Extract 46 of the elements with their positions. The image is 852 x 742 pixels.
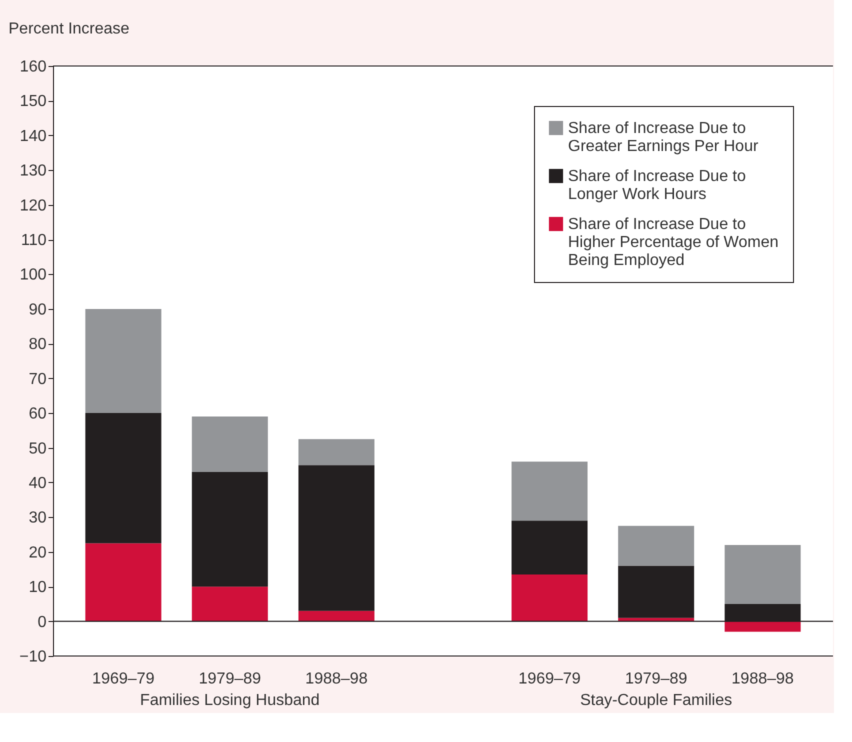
y-tick-label: 90: [28, 301, 47, 318]
text: Stay-Couple Families: [580, 692, 732, 709]
bar: [85, 308, 162, 414]
y-tick-label: 30: [28, 510, 47, 527]
y-tick-label: 10: [28, 579, 47, 596]
bar: [85, 543, 162, 622]
bar: [298, 610, 374, 622]
y-tick-label: 120: [20, 197, 47, 214]
legend-label: Share of Increase Due to Greater Earnings Per Hour: [568, 120, 759, 155]
y-tick-label: 80: [28, 336, 47, 354]
bar: [298, 439, 374, 466]
x-tick-label: 1979–89: [198, 670, 262, 688]
x-tick-label: 1988–98: [305, 670, 368, 688]
y-tick-label: 40: [28, 474, 47, 492]
bar: [618, 526, 694, 566]
y-tick-label: 20: [28, 544, 47, 562]
bar: [512, 520, 588, 574]
x-tick-label: 1969–79: [92, 670, 155, 688]
bar: [512, 574, 588, 622]
y-tick-label: 0: [38, 614, 47, 631]
bar: [724, 621, 801, 632]
y-tick-label: 130: [20, 162, 47, 180]
x-tick-label: 1988–98: [732, 670, 794, 688]
y-tick-label: 70: [28, 370, 47, 388]
bar: [298, 465, 374, 611]
y-tick-label: 50: [28, 440, 47, 458]
x-tick-label: 1979–89: [624, 670, 688, 688]
y-tick-label: 110: [20, 232, 47, 250]
y-tick-label: 100: [20, 266, 47, 284]
bar: [618, 566, 694, 618]
legend-label: Share of Increase Due to Higher Percentage of Women Being Employed: [568, 216, 778, 269]
y-tick-label: −10: [19, 648, 47, 666]
y-tick-label: 60: [28, 406, 47, 423]
y-tick-label: 160: [20, 58, 47, 76]
bar: [512, 462, 588, 521]
y-tick-label: 140: [20, 128, 47, 145]
bar: [192, 586, 268, 622]
bar: [192, 472, 268, 587]
y-tick-label: 150: [20, 93, 47, 110]
text: Families Losing Husband: [140, 692, 320, 709]
y-axis-title: Percent Increase: [8, 20, 130, 38]
legend-label: Share of Increase Due to Longer Work Hours: [568, 168, 746, 203]
bar: [724, 544, 801, 604]
bar: [85, 413, 162, 544]
x-tick-label: 1969–79: [518, 670, 581, 688]
bar: [192, 416, 268, 472]
